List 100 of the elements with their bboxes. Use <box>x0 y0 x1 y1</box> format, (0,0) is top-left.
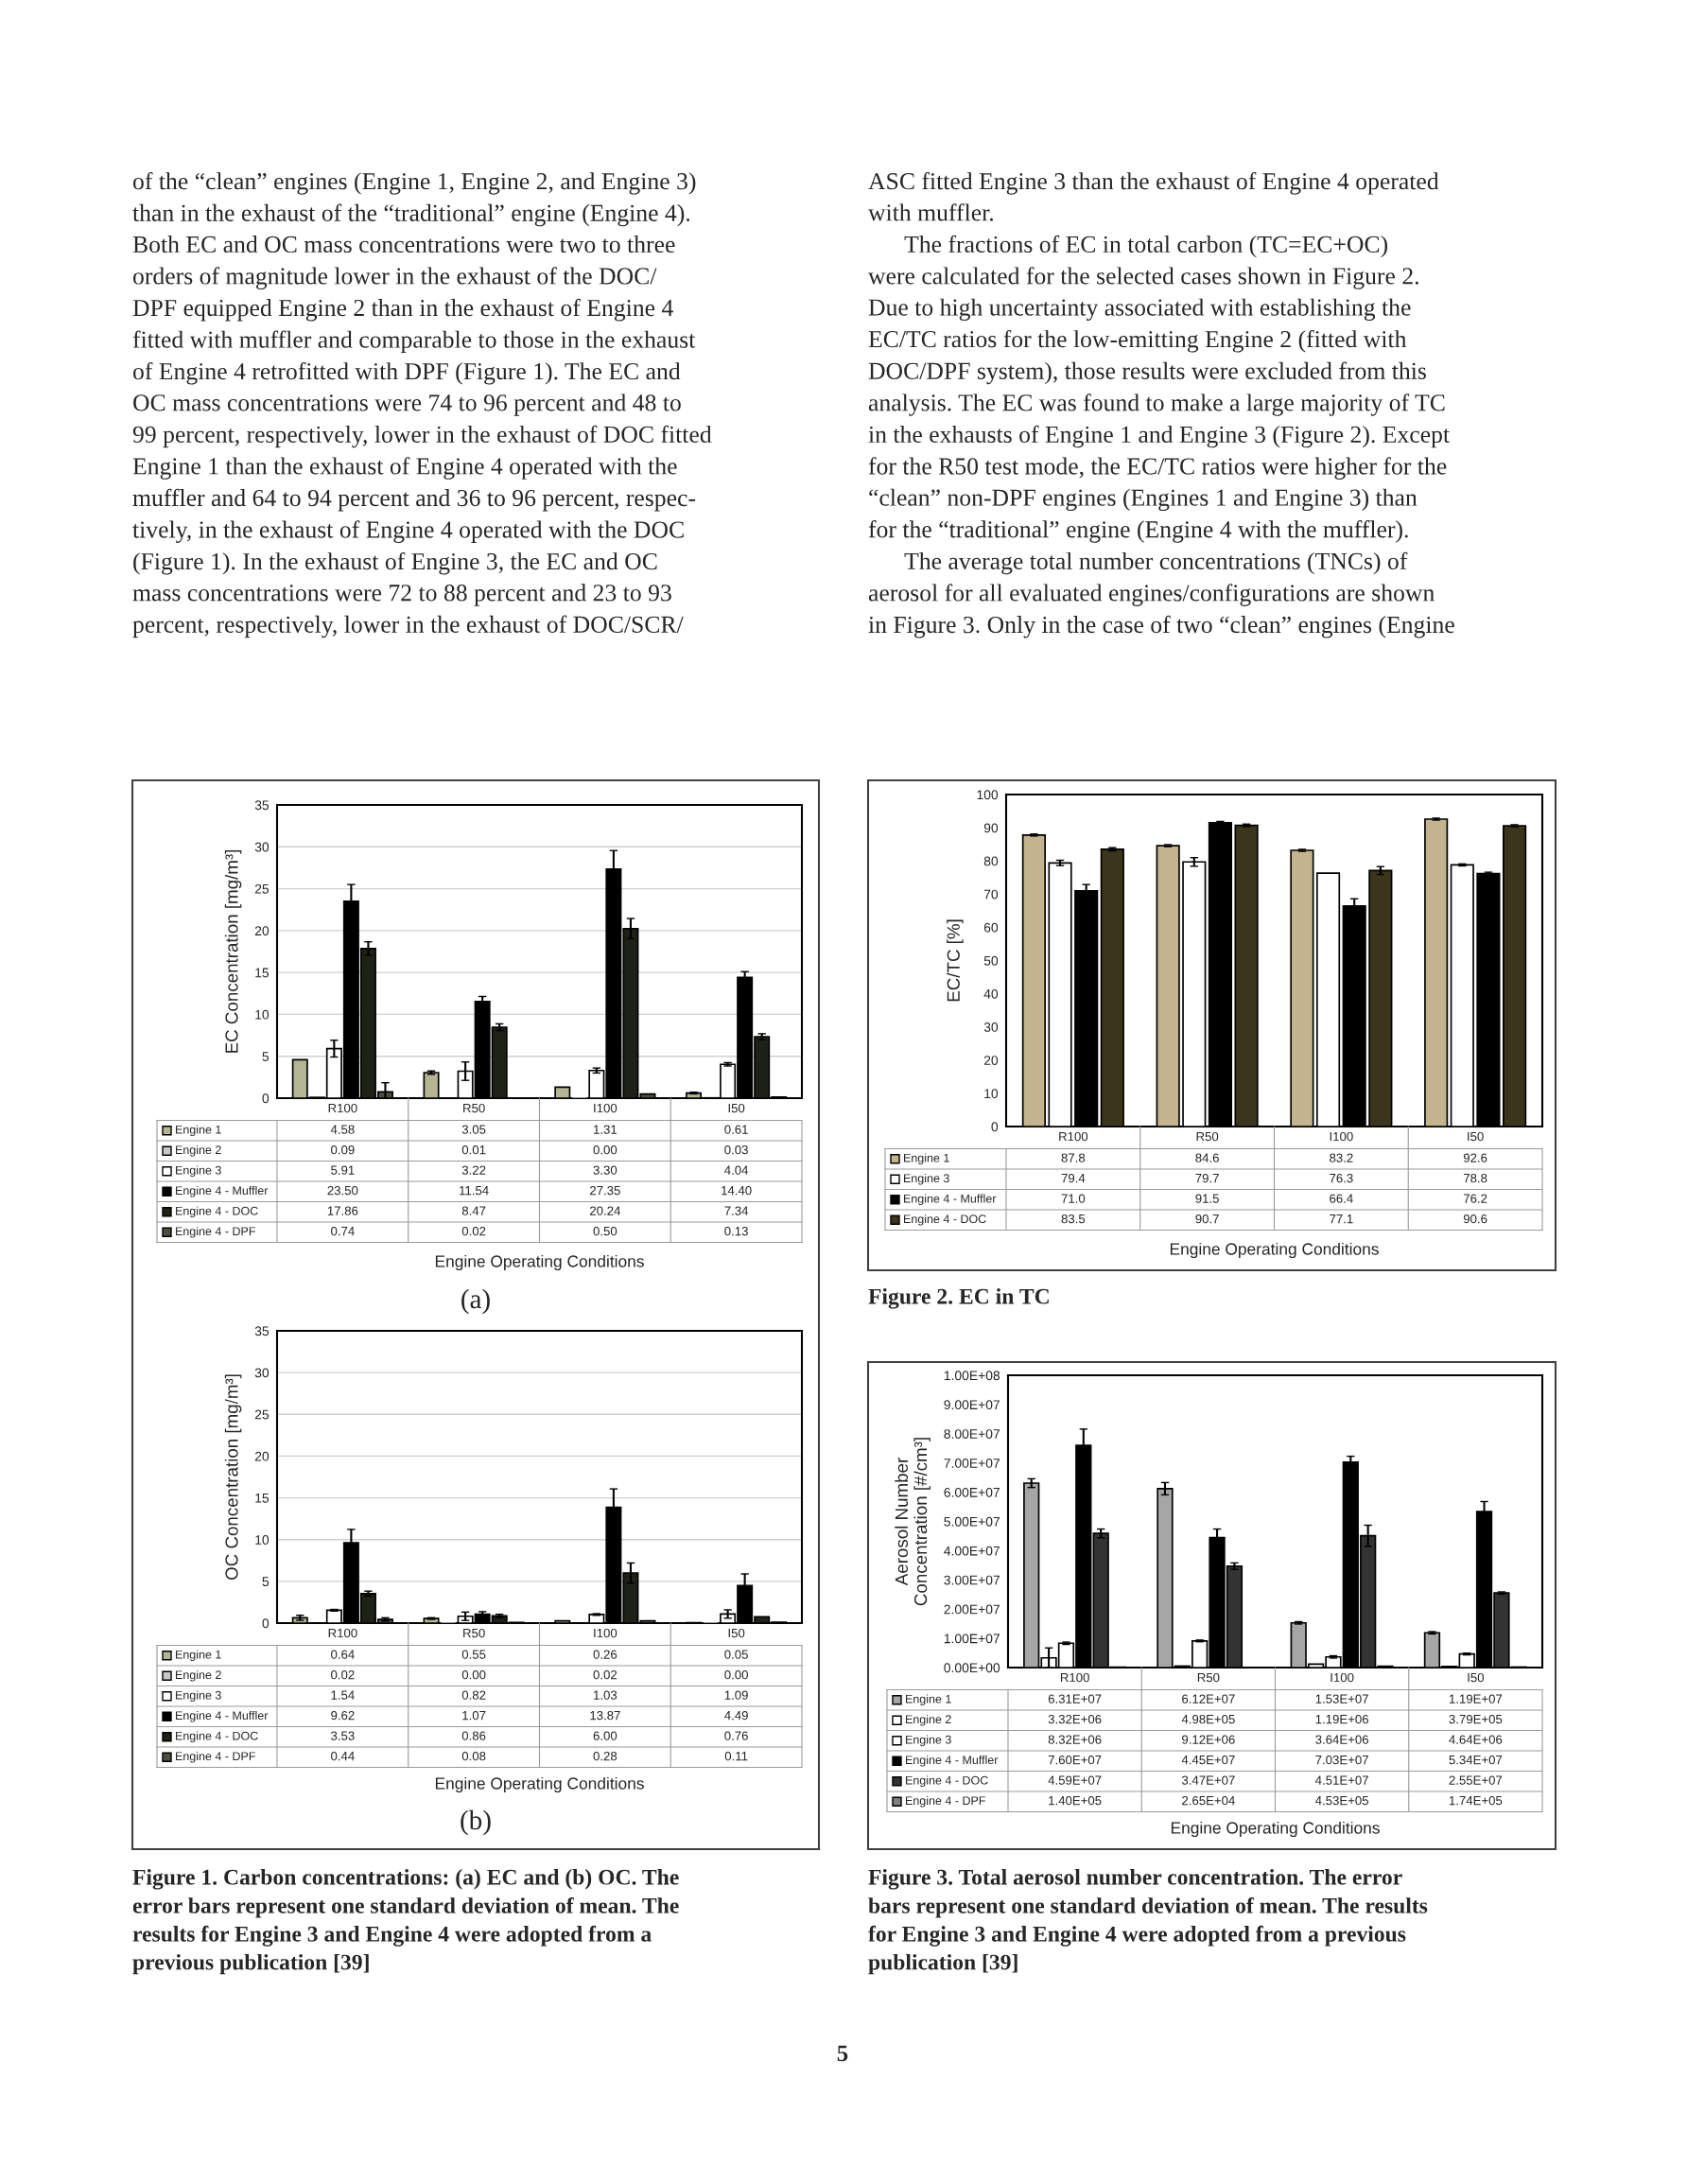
data-label: 27.35 <box>590 1185 620 1196</box>
data-label: 0.09 <box>331 1144 355 1155</box>
data-label: 7.03E+07 <box>1315 1755 1368 1765</box>
y-axis-title: EC Concentration [mg/m³] <box>224 849 242 1053</box>
data-label: 0.28 <box>593 1751 617 1761</box>
data-label: 4.51E+07 <box>1315 1775 1368 1785</box>
data-label: 0.13 <box>724 1226 748 1236</box>
data-label: 0.64 <box>331 1650 355 1659</box>
data-label: 4.98E+05 <box>1181 1714 1235 1724</box>
data-label: 6.00 <box>593 1731 617 1740</box>
data-label: 3.05 <box>461 1125 486 1134</box>
legend-label: Engine 1 <box>176 1125 221 1137</box>
y-tick-label: 15 <box>255 968 270 978</box>
x-axis-title: Engine Operating Conditions <box>435 1776 644 1793</box>
x-tick-label: R50 <box>463 1103 485 1113</box>
x-tick-label: R50 <box>1196 1131 1219 1142</box>
legend-label: Engine 2 <box>906 1714 951 1726</box>
y-tick-label: 10 <box>984 1089 999 1099</box>
x-axis-title: Engine Operating Conditions <box>435 1254 644 1271</box>
y-tick-label: 30 <box>254 1368 270 1378</box>
data-label: 23.50 <box>327 1185 358 1196</box>
data-label: 1.40E+05 <box>1049 1795 1102 1806</box>
data-label: 71.0 <box>1061 1194 1086 1203</box>
data-label: 1.19E+07 <box>1449 1694 1503 1704</box>
text: of the “clean” engines (Engine 1, Engine 2, and Engine 3) than in the exhaust of the “traditional” engine (Engine 4). Both EC and OC mass concentrations were two to three orders of magnitude lower in the exhaust of the DOC/ DPF equipped Engine 2 than in the exhaust of Engine 4 fitted with muffler and comparable to those in the exhaust of Engine 4 retrofitted with DPF (Figure 1). The EC and OC mass concentrations were 74 to 96 percent and 48 to 99 percent, respectively, lower in the exhaust of DOC fitted Engine 1 than the exhaust of Engine 4 operated with the muffler and 64 to 94 percent and 36 to 96 percent, respec- tively, in the exhaust of Engine 4 operated with the DOC (Figure 1). In the exhaust of Engine 3, the EC and OC mass concentrations were 72 to 88 percent and 23 to 93 percent, respectively, lower in the exhaust of DOC/SCR/ <box>132 172 712 638</box>
legend-label: Engine 4 - DOC <box>904 1214 986 1226</box>
data-label: 90.6 <box>1463 1214 1487 1224</box>
x-tick-label: I100 <box>1330 1131 1353 1142</box>
x-axis-title: Engine Operating Conditions <box>1171 1821 1380 1838</box>
data-label: 3.79E+05 <box>1449 1714 1503 1724</box>
y-tick-label: 9.00E+07 <box>944 1400 1000 1410</box>
data-label: 76.2 <box>1463 1194 1487 1203</box>
x-tick-label: I50 <box>728 1103 745 1113</box>
legend-label: Engine 3 <box>176 1165 221 1178</box>
data-label: 90.7 <box>1195 1214 1219 1224</box>
y-tick-label: 70 <box>983 889 999 900</box>
y-tick-label: 3.00E+07 <box>944 1575 1000 1585</box>
text: 5 <box>837 2045 848 2062</box>
data-label: 87.8 <box>1061 1153 1086 1162</box>
data-label: 4.53E+05 <box>1315 1795 1368 1806</box>
data-label: 5.91 <box>331 1165 355 1175</box>
x-tick-label: R100 <box>328 1628 357 1638</box>
legend-label: Engine 3 <box>904 1173 949 1185</box>
data-label: 9.12E+06 <box>1182 1735 1235 1744</box>
data-label: 0.02 <box>331 1669 355 1680</box>
data-label: 0.03 <box>724 1144 748 1155</box>
y-axis-title: EC/TC [%] <box>947 919 964 1002</box>
data-label: 3.47E+07 <box>1181 1775 1235 1785</box>
data-label: 78.8 <box>1463 1173 1487 1183</box>
y-tick-label: 20 <box>983 1056 999 1065</box>
data-label: 77.1 <box>1330 1214 1353 1224</box>
data-label: 4.04 <box>724 1165 749 1175</box>
data-label: 4.58 <box>330 1125 355 1134</box>
legend-label: Engine 1 <box>176 1650 221 1662</box>
data-label: 0.55 <box>461 1650 486 1659</box>
y-tick-label: 40 <box>983 988 999 999</box>
x-tick-label: R100 <box>1059 1131 1088 1142</box>
data-label: 3.22 <box>461 1165 486 1175</box>
y-tick-label: 25 <box>254 883 270 894</box>
x-tick-label: I100 <box>594 1628 617 1638</box>
data-label: 8.47 <box>461 1206 486 1215</box>
data-label: 11.54 <box>460 1186 489 1196</box>
x-tick-label: R100 <box>1060 1672 1089 1683</box>
data-label: 4.64E+06 <box>1449 1735 1503 1744</box>
data-label: 66.4 <box>1330 1194 1353 1203</box>
data-label: 2.55E+07 <box>1449 1775 1503 1785</box>
y-tick-label: 50 <box>983 955 999 966</box>
legend-label: Engine 4 - DPF <box>176 1751 255 1763</box>
data-label: 4.45E+07 <box>1181 1755 1235 1765</box>
text: ASC fitted Engine 3 than the exhaust of Engine 4 operated with muffler. The fractions of EC in total carbon (TC=EC+OC) were calculated for the selected cases shown in Figure 2. Due to high uncertainty associated with establishing the EC/TC ratios for the low-emitting Engine 2 (fitted with DOC/DPF system), those results were excluded from this analysis. The EC was found to make a large majority of TC in the exhausts of Engine 1 and Engine 3 (Figure 2). Except for the R50 test mode, the EC/TC ratios were higher for the “clean” non-DPF engines (Engines 1 and Engine 3) than for the “traditional” engine (Engine 4 with the muffler). The average total number concentrations (TNCs) of aerosol for all evaluated engines/configurations are shown in Figure 3. Only in the case of two “clean” engines (Engine <box>868 172 1454 638</box>
data-label: 0.02 <box>593 1669 617 1680</box>
y-tick-label: 80 <box>983 856 999 866</box>
data-label: 1.54 <box>331 1690 355 1700</box>
y-tick-label: 8.00E+07 <box>944 1429 1000 1439</box>
data-label: 1.09 <box>724 1690 748 1700</box>
y-tick-label: 0 <box>262 1093 270 1104</box>
y-tick-label: 35 <box>254 1326 270 1337</box>
legend-label: Engine 4 - Muffler <box>176 1185 269 1197</box>
y-tick-label: 100 <box>977 790 999 800</box>
x-tick-label: I50 <box>1468 1131 1484 1142</box>
data-label: 3.64E+06 <box>1315 1735 1368 1744</box>
data-label: 7.60E+07 <box>1048 1755 1102 1765</box>
data-label: 1.31 <box>594 1125 617 1134</box>
data-label: 3.30 <box>593 1165 617 1175</box>
y-axis-title: OC Concentration [mg/m³] <box>224 1374 242 1581</box>
caption: Figure 2. EC in TC <box>868 1288 1049 1309</box>
data-label: 5.34E+07 <box>1449 1755 1503 1765</box>
x-axis-title: Engine Operating Conditions <box>1170 1242 1379 1259</box>
text: (b) <box>461 1809 491 1836</box>
data-label: 79.4 <box>1061 1173 1086 1183</box>
data-label: 0.08 <box>461 1751 486 1761</box>
data-label: 84.6 <box>1195 1153 1219 1162</box>
legend-label: Engine 4 - Muffler <box>904 1194 997 1206</box>
data-label: 76.3 <box>1330 1173 1353 1183</box>
y-tick-label: 20 <box>254 1451 270 1461</box>
data-label: 0.05 <box>724 1650 748 1659</box>
data-label: 91.5 <box>1195 1194 1219 1203</box>
data-label: 0.02 <box>461 1226 486 1236</box>
data-label: 8.32E+06 <box>1048 1735 1102 1744</box>
text: (a) <box>461 1288 490 1315</box>
